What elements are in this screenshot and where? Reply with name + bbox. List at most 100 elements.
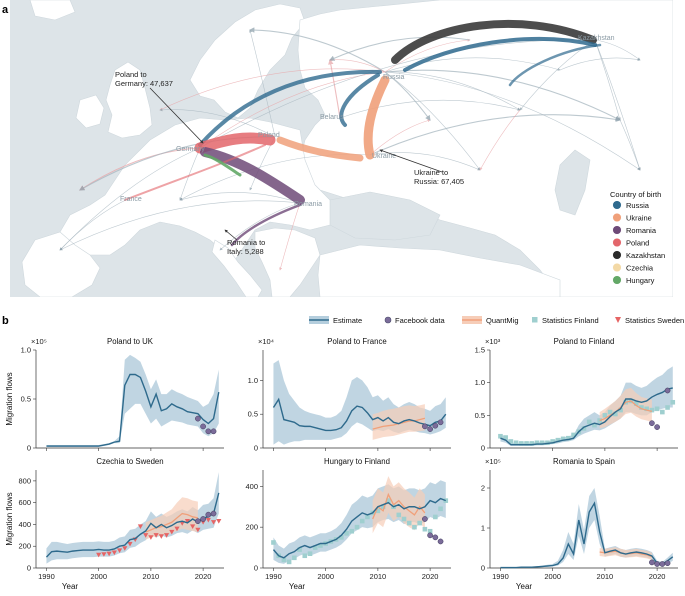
statfin-point <box>607 409 613 415</box>
flow-russia-kazakhstan <box>403 37 597 72</box>
flow-russia-belarus <box>339 73 380 127</box>
statswe-point <box>137 524 144 530</box>
statfin-point <box>312 545 318 550</box>
facebook-point <box>205 511 212 518</box>
network-flow-line <box>59 197 131 251</box>
statfin-point <box>586 419 592 425</box>
statfin-point <box>555 437 561 443</box>
network-flow-line <box>384 71 641 171</box>
x-tick-label: 2020 <box>422 572 439 581</box>
statfin-point <box>550 439 555 444</box>
statswe-point <box>96 552 102 558</box>
y-tick-label: 400 <box>245 482 258 491</box>
facebook-point <box>195 415 201 422</box>
statfin-point <box>344 530 349 536</box>
statfin-point <box>613 411 618 417</box>
x-tick-label: 2000 <box>90 572 107 581</box>
statfin-point <box>649 407 655 413</box>
panel-title: Poland to France <box>327 337 386 346</box>
statfin-point <box>297 547 302 552</box>
statswe-point <box>127 541 133 547</box>
y-tick-label: 0 <box>254 564 258 573</box>
statfin-point <box>307 551 313 557</box>
facebook-point <box>437 538 444 545</box>
legend-swatch-facebook <box>384 316 392 324</box>
flow-ukraine-poland <box>276 136 364 162</box>
panel-title: Czechia to Sweden <box>96 457 163 466</box>
facebook-point <box>422 516 428 522</box>
y-tick-label: 800 <box>18 476 31 485</box>
chart-panel: 0 0.5 1.0 ×10⁴ Poland to France <box>248 337 451 453</box>
map-legend-swatch <box>612 275 622 285</box>
statfin-point <box>380 504 386 510</box>
statswe-point <box>111 550 117 556</box>
facebook-point <box>654 561 660 567</box>
x-tick-label: 2000 <box>317 572 334 581</box>
statfin-point <box>633 401 639 406</box>
statswe-point <box>101 552 107 557</box>
network-flow-line <box>479 109 521 171</box>
statfin-point <box>417 520 422 526</box>
panel-b-legend-label: Facebook data <box>395 316 445 325</box>
statfin-point <box>513 440 519 446</box>
network-flow-line <box>384 69 621 121</box>
estimate-line <box>272 497 447 559</box>
y-tick-label: 1.0 <box>475 378 485 387</box>
statfin-point <box>359 518 365 524</box>
facebook-point <box>427 532 433 539</box>
country-label: Ukraine <box>372 153 396 160</box>
estimate-band <box>273 360 446 445</box>
statfin-point <box>639 405 644 410</box>
y-multiplier: ×10⁴ <box>258 337 274 346</box>
map-legend-label: Czechia <box>626 264 654 273</box>
network-flow-line <box>594 39 621 121</box>
quantmig-band <box>372 404 425 440</box>
statfin-point <box>302 553 308 559</box>
statswe-point <box>106 551 112 557</box>
quantmig-band <box>145 497 198 540</box>
statfin-point <box>581 426 587 431</box>
statswe-point <box>210 520 217 525</box>
panel-a-letter: a <box>2 4 9 16</box>
annotation-ukraine-russia-line2: Russia: 67,405 <box>414 177 464 186</box>
x-axis-label: Year <box>289 582 306 591</box>
statfin-point <box>665 405 670 410</box>
annotation-poland-germany-line1: Poland to <box>115 70 147 79</box>
statfin-point <box>597 418 602 423</box>
flow-poland-france <box>124 144 266 201</box>
map-legend-swatch <box>612 225 622 235</box>
x-tick-label: 1990 <box>265 572 282 581</box>
statfin-point <box>286 559 292 565</box>
statswe-point <box>205 517 211 523</box>
y-tick-label: 0 <box>27 564 31 573</box>
x-tick-label: 2010 <box>370 572 387 581</box>
statfin-point <box>354 524 360 530</box>
land-masses <box>21 0 673 297</box>
network-flow-line <box>249 29 276 138</box>
annotation-ukraine-russia-line1: Ukraine to <box>414 168 448 177</box>
statfin-point <box>386 498 391 503</box>
country-label: Russia <box>383 74 405 81</box>
statfin-point <box>281 557 287 563</box>
network-flow-line <box>279 202 301 271</box>
network-flow-line <box>594 39 641 171</box>
network-flow-line <box>159 108 276 138</box>
y-tick-label: 0 <box>27 444 31 453</box>
facebook-point <box>210 510 217 517</box>
x-tick-label: 2010 <box>143 572 160 581</box>
statfin-point <box>560 436 566 442</box>
y-tick-label: 1 <box>481 524 485 533</box>
network-flow-line <box>328 58 341 119</box>
statswe-point <box>174 526 180 532</box>
facebook-point <box>659 561 666 567</box>
chart-panel: 0 1 2 1990 2000 2010 2020 ×10⁵ Romania to Spain Y… <box>481 457 678 591</box>
y-multiplier: ×10⁵ <box>485 457 501 466</box>
network-flow-line <box>328 36 471 61</box>
statswe-point <box>169 529 175 535</box>
network-flow-line <box>619 119 641 171</box>
facebook-point <box>422 423 428 430</box>
map-legend-label: Romania <box>626 226 657 235</box>
statswe-point <box>143 533 149 538</box>
facebook-point <box>432 534 439 541</box>
